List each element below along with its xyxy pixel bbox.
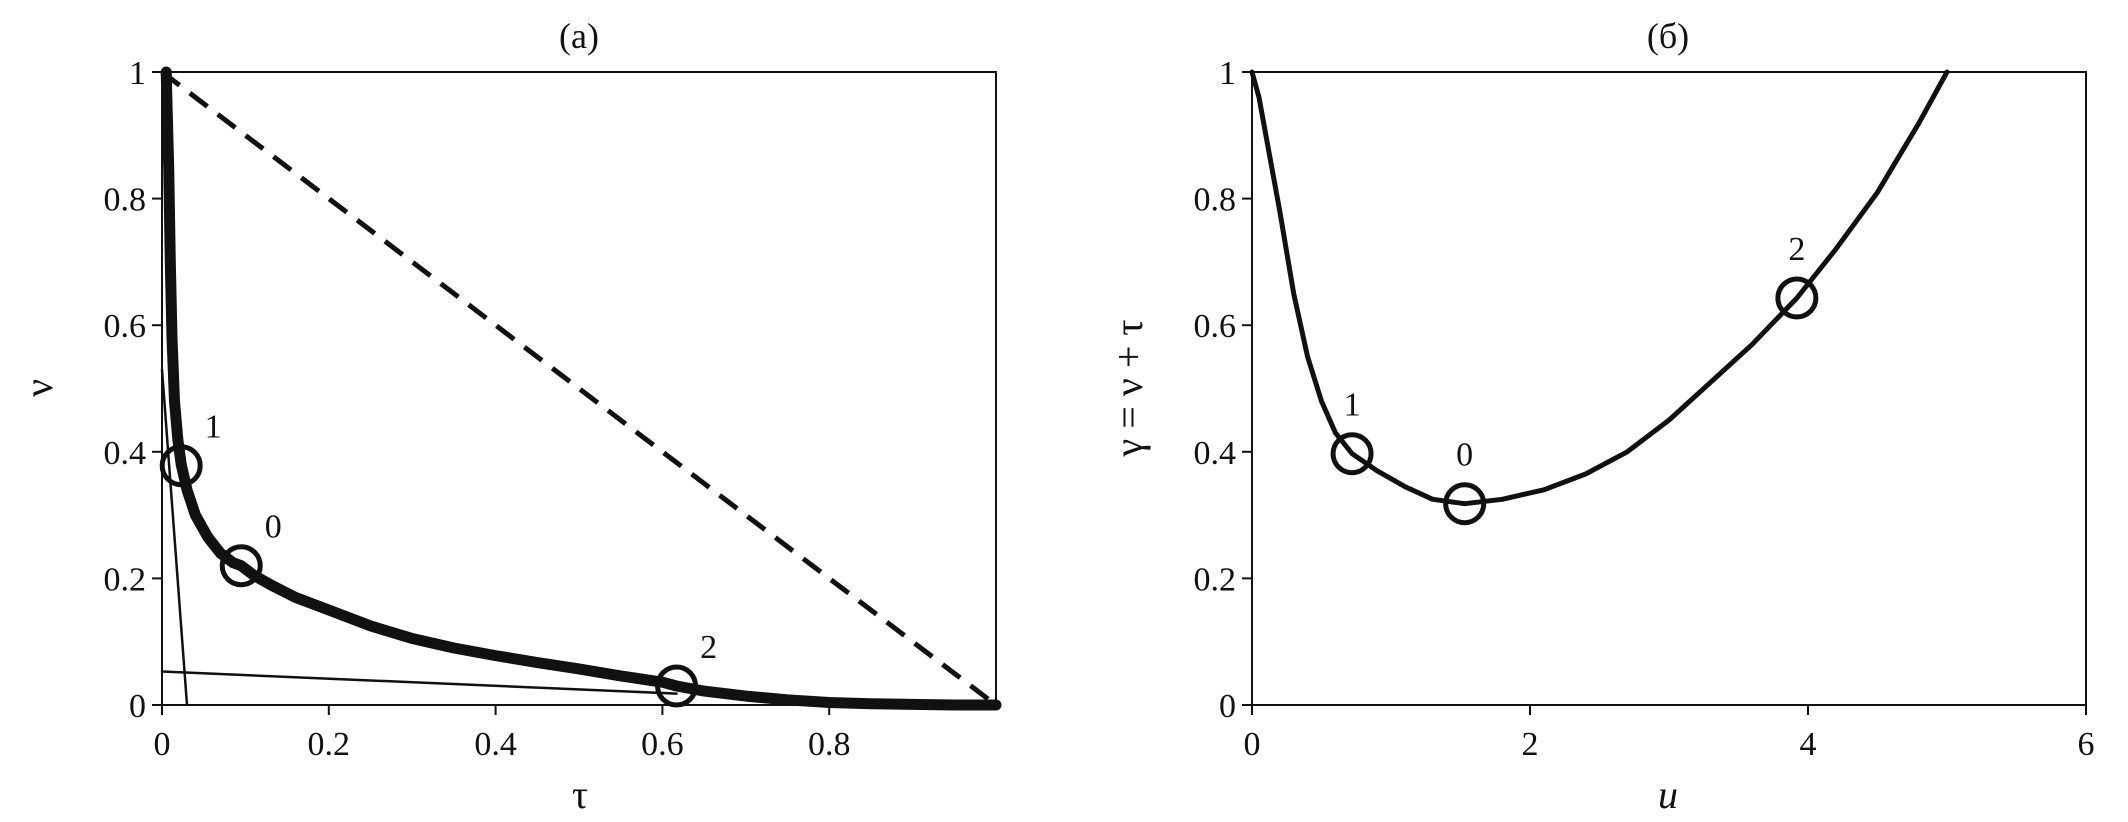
- marker-label-a-2: 2: [700, 629, 717, 666]
- y-tick-label-a-3: 0.6: [104, 308, 147, 345]
- x-axis-label-a: τ: [572, 772, 588, 817]
- marker-group-a: 1 0 2: [159, 409, 717, 708]
- plot-frame-b: [1251, 71, 2087, 706]
- x-tick-label-a-4: 0.8: [808, 726, 851, 763]
- series-line-a-3: [160, 670, 678, 695]
- x-tick-label-b-2: 4: [1800, 726, 1817, 763]
- plot-frame-a: [161, 71, 997, 706]
- y-tick-label-a-5: 1: [129, 55, 146, 92]
- tick-group-b: 0 2 4 6 0 0.2 0.4 0.6 0.8 1: [1194, 55, 2095, 763]
- y-axis-label-b: γ = ν + τ: [1106, 320, 1151, 458]
- series-line-a-0: [160, 66, 1002, 711]
- x-tick-label-b-3: 6: [2078, 726, 2095, 763]
- x-tick-label-b-1: 2: [1522, 726, 1539, 763]
- marker-label-b-2: 2: [1788, 231, 1805, 268]
- series-line-b-0: [1249, 69, 1950, 507]
- y-tick-label-b-4: 0.8: [1194, 182, 1237, 219]
- y-tick-label-b-2: 0.4: [1194, 435, 1237, 472]
- y-tick-label-b-0: 0: [1219, 688, 1236, 725]
- marker-label-a-0: 0: [265, 509, 282, 546]
- chart-panel-a: (a) 0 0.2 0.4 0.6 0.8 0 0.2 0.4 0.6 0.8 1 1 0 2 τ ν: [16, 16, 1002, 817]
- series-group-b: [1249, 69, 1950, 507]
- x-tick-label-a-2: 0.4: [474, 726, 517, 763]
- y-tick-label-b-3: 0.6: [1194, 308, 1237, 345]
- marker-circle-a-1: [159, 444, 203, 488]
- y-axis-label-a: ν: [16, 379, 61, 397]
- tick-group-a: 0 0.2 0.4 0.6 0.8 0 0.2 0.4 0.6 0.8 1: [104, 55, 851, 763]
- marker-circle-b-1: [1330, 432, 1374, 476]
- y-tick-label-a-1: 0.2: [104, 561, 147, 598]
- chart-title-a: (a): [559, 16, 599, 56]
- series-group-a: [160, 66, 1002, 711]
- y-tick-label-b-5: 1: [1219, 55, 1236, 92]
- marker-circle-a-2: [655, 664, 699, 708]
- marker-label-a-1: 1: [205, 409, 222, 446]
- x-tick-label-a-3: 0.6: [641, 726, 684, 763]
- x-tick-label-b-0: 0: [1244, 726, 1261, 763]
- y-tick-label-b-1: 0.2: [1194, 561, 1237, 598]
- series-line-a-1: [160, 70, 998, 707]
- marker-group-b: 1 0 2: [1330, 231, 1819, 526]
- marker-label-b-1: 1: [1344, 387, 1361, 424]
- y-tick-label-a-2: 0.4: [104, 435, 147, 472]
- marker-circle-a-0: [219, 544, 263, 588]
- y-tick-label-a-0: 0: [129, 688, 146, 725]
- x-tick-label-a-1: 0.2: [308, 726, 351, 763]
- marker-circle-b-0: [1443, 482, 1487, 526]
- x-axis-label-b: u: [1658, 772, 1678, 817]
- x-tick-label-a-0: 0: [154, 726, 171, 763]
- chart-title-b: (б): [1647, 16, 1689, 56]
- marker-circle-b-2: [1775, 276, 1819, 320]
- marker-label-b-0: 0: [1456, 437, 1473, 474]
- y-tick-label-a-4: 0.8: [104, 182, 147, 219]
- series-line-a-2: [160, 368, 189, 707]
- chart-panel-b: (б) 0 2 4 6 0 0.2 0.4 0.6 0.8 1 1 0 2 u γ = ν + τ: [1106, 16, 2095, 817]
